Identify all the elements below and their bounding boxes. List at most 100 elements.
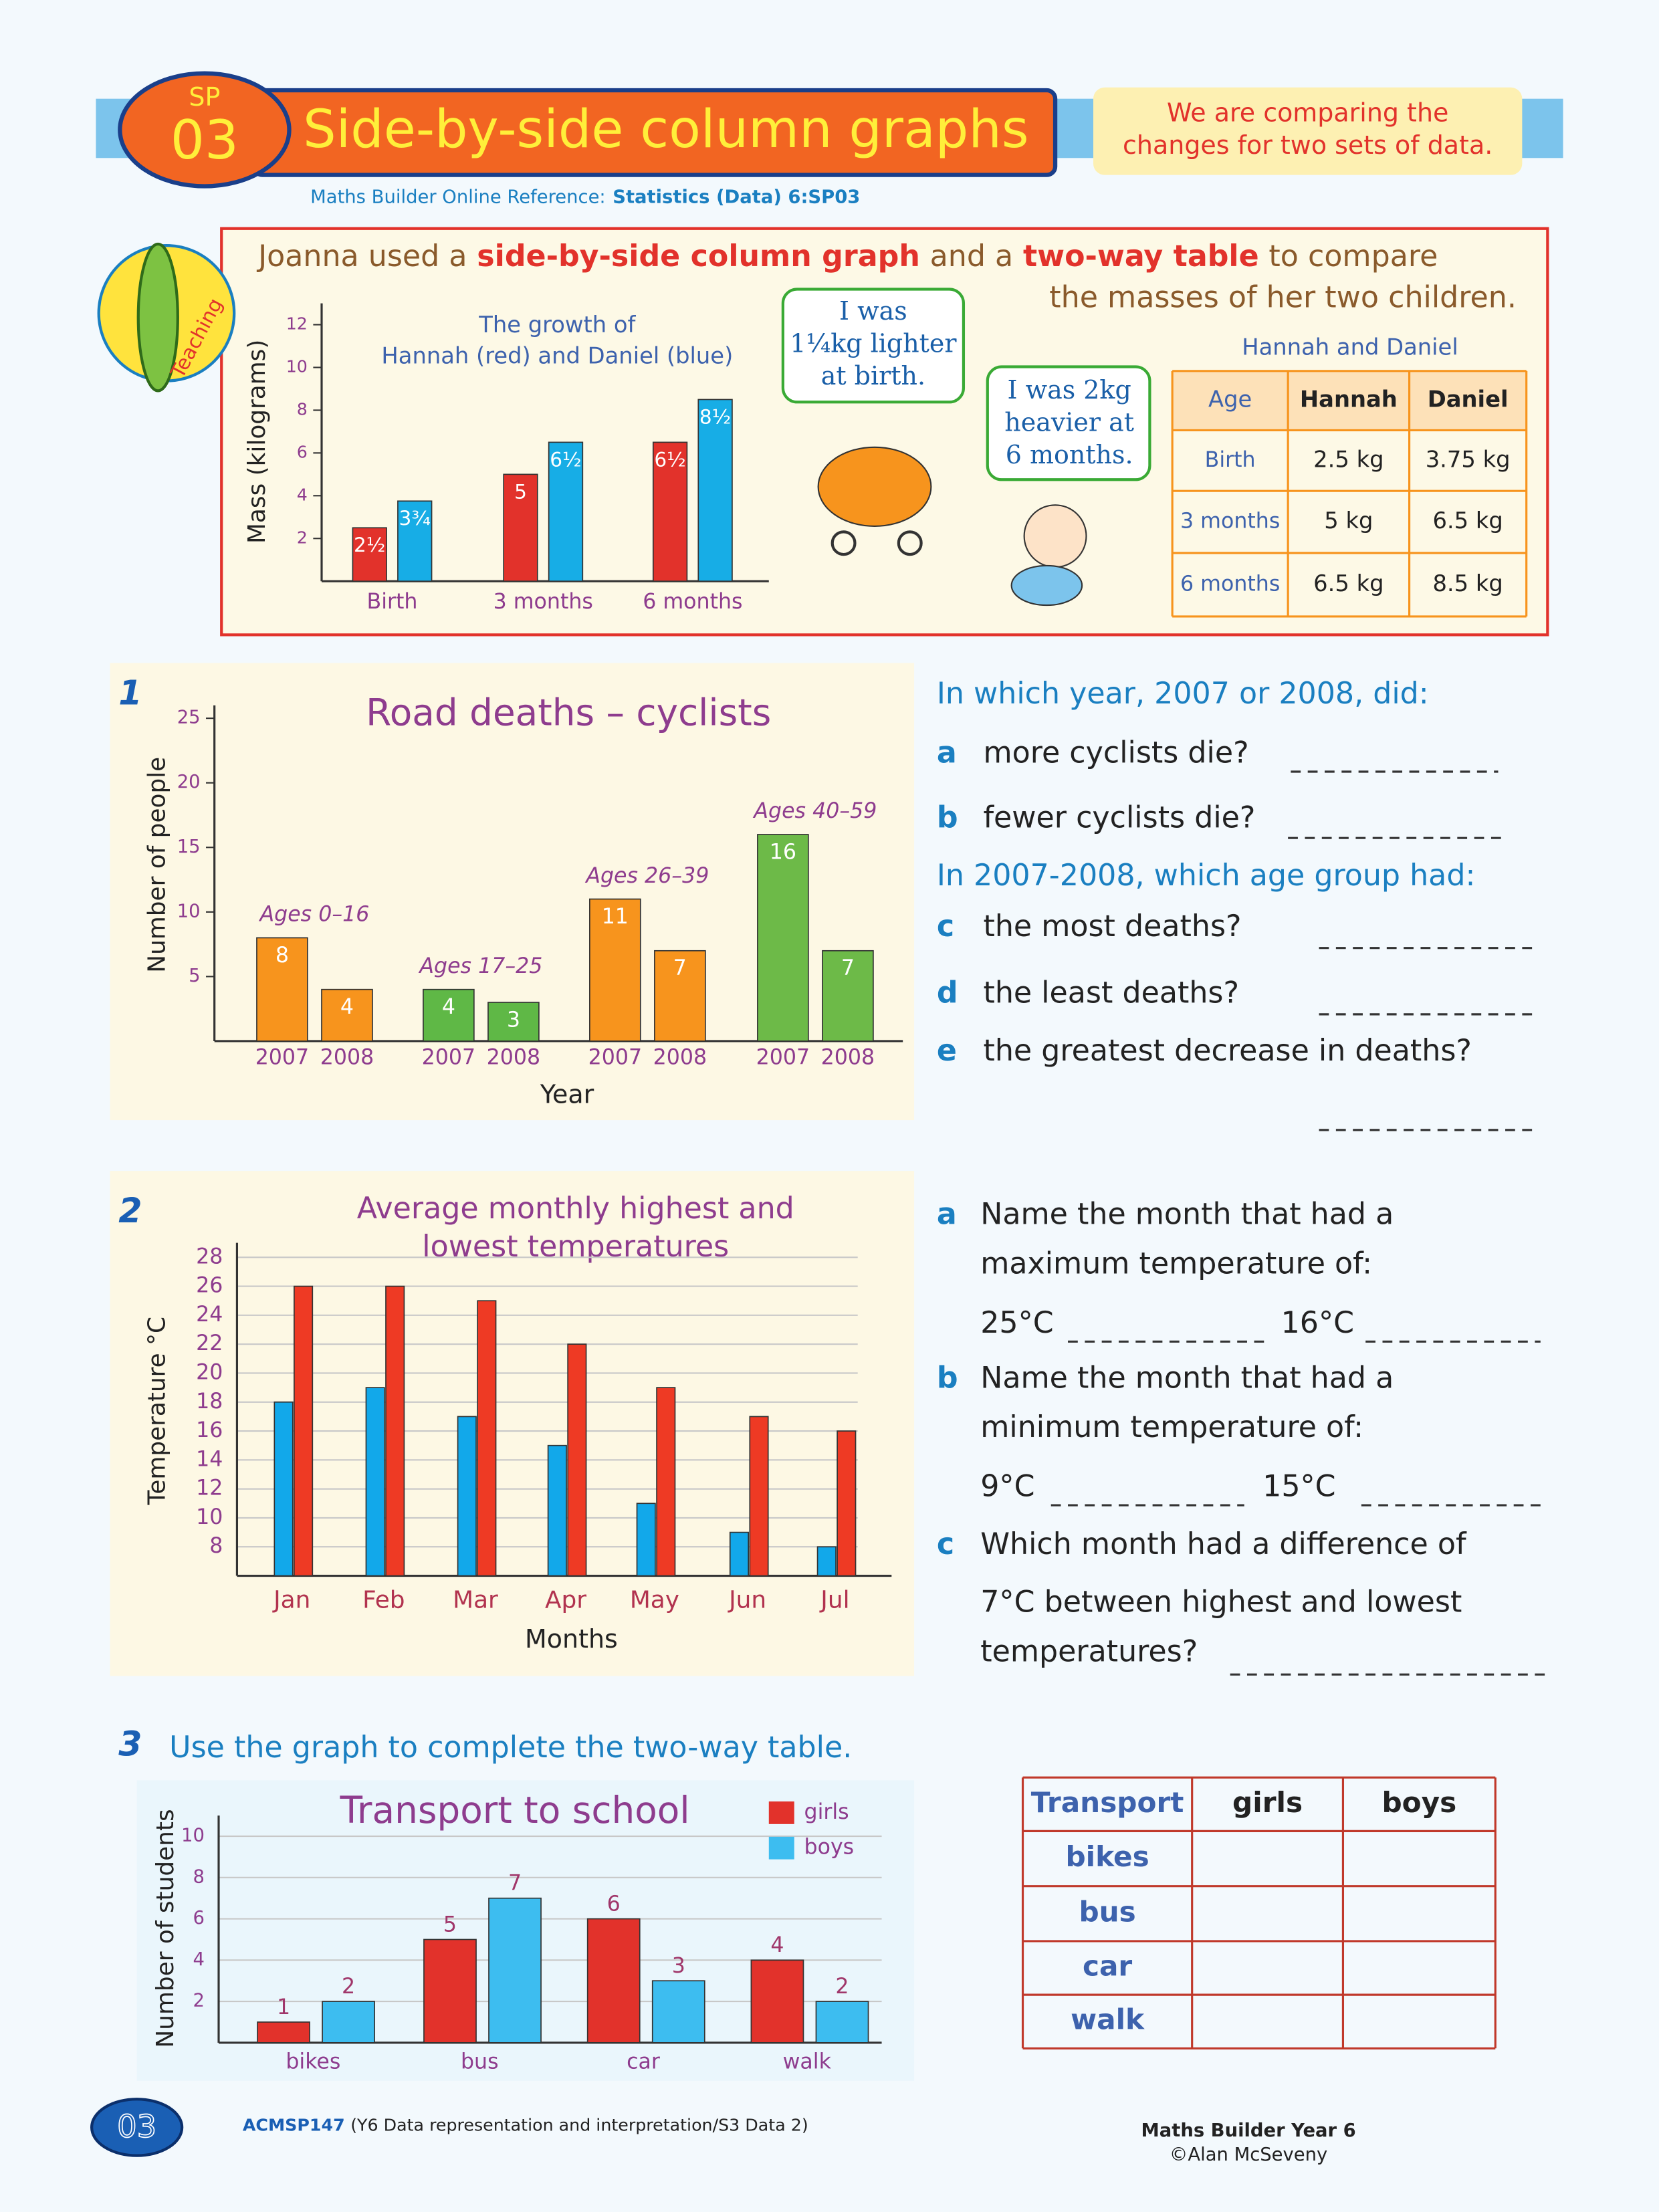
value-label: 1 — [277, 1995, 290, 2019]
value-label: 11 — [602, 905, 629, 929]
y-tick-label: 16 — [196, 1418, 223, 1442]
bar — [487, 1002, 540, 1042]
item-text: Name the month that had a — [980, 1198, 1394, 1232]
stroller-icon — [817, 446, 932, 527]
bar — [273, 1401, 294, 1577]
bubble-text: 6 months. — [1006, 440, 1133, 469]
y-tick-label: 2 — [193, 1991, 204, 2011]
table-row-label: walk — [1071, 2003, 1145, 2036]
value-label: 4 — [770, 1933, 784, 1957]
x-tick-label: bus — [461, 2050, 499, 2074]
y-tick-label: 10 — [181, 1826, 205, 1846]
value-label: 3 — [672, 1954, 685, 1978]
item-letter: e — [937, 1034, 957, 1068]
x-tick-label: Birth — [367, 590, 418, 614]
wheel-icon — [897, 530, 923, 556]
badge-label: SP — [189, 82, 220, 112]
page-title: Side-by-side column graphs — [303, 100, 1028, 160]
chart-title: lowest temperatures — [422, 1230, 729, 1264]
header-note: changes for two sets of data. — [1123, 130, 1492, 160]
item-text: the least deaths? — [983, 976, 1239, 1010]
value-label: 4 — [442, 995, 455, 1019]
table-header: Transport — [1031, 1786, 1184, 1819]
chart-title: Road deaths – cyclists — [366, 691, 771, 734]
table-cell: Birth — [1205, 448, 1256, 472]
bar — [322, 2001, 375, 2043]
code-note: (Y6 Data representation and interpretati… — [350, 2115, 808, 2134]
bar — [477, 1300, 497, 1577]
value-label: 7 — [841, 956, 855, 980]
item-text: Name the month that had a — [980, 1361, 1394, 1395]
table-header-bg — [1172, 370, 1527, 431]
badge-number: 03 — [171, 109, 239, 171]
item-letter: c — [937, 909, 954, 944]
value-label: 7 — [508, 1872, 522, 1896]
x-tick-label: Jun — [728, 1587, 766, 1614]
bar — [815, 2001, 869, 2043]
y-tick-label: 4 — [297, 485, 308, 504]
value-label: 8 — [275, 944, 289, 968]
intro-segment: two-way table — [1023, 239, 1259, 273]
item-text: maximum temperature of: — [980, 1246, 1372, 1281]
item-text: minimum temperature of: — [980, 1410, 1363, 1444]
x-tick-label: Apr — [545, 1587, 586, 1614]
badge — [118, 71, 292, 189]
table-header: Hannah — [1300, 386, 1398, 413]
item-letter: b — [937, 801, 958, 835]
bar — [385, 1285, 405, 1577]
x-tick-label: 3 months — [493, 590, 593, 614]
question-number: 3 — [118, 1724, 142, 1763]
bar — [636, 1503, 656, 1577]
intro-text: the masses of her two children. — [1049, 280, 1517, 314]
bar — [567, 1343, 587, 1577]
copyright: ©Alan McSeveny — [1170, 2144, 1327, 2165]
x-axis-label: Year — [540, 1080, 594, 1109]
item-text: the greatest decrease in deaths? — [983, 1034, 1471, 1068]
y-tick-label: 15 — [177, 837, 201, 857]
bar — [503, 473, 538, 582]
x-tick-label: Jan — [272, 1587, 310, 1614]
wheel-icon — [831, 530, 857, 556]
bar — [837, 1430, 857, 1577]
table-header: Age — [1208, 386, 1252, 413]
x-tick-label: 2007 — [756, 1045, 810, 1069]
bar — [423, 988, 475, 1042]
intro-text: Joanna used a side-by-side column graph an… — [256, 239, 1438, 273]
legend-label: girls — [804, 1800, 849, 1824]
y-tick-label: 10 — [286, 356, 308, 376]
legend-swatch — [768, 1836, 794, 1860]
bar — [547, 1444, 567, 1577]
blank-label: 16°C — [1281, 1306, 1354, 1340]
blank-label: 9°C — [980, 1470, 1034, 1504]
bubble-text: 1¼kg lighter — [790, 328, 957, 358]
y-tick-label: 14 — [196, 1447, 223, 1471]
y-tick-label: 28 — [196, 1244, 223, 1268]
legend-label: boys — [804, 1836, 855, 1860]
item-text: fewer cyclists die? — [983, 801, 1255, 835]
header-note: We are comparing the — [1167, 98, 1448, 127]
item-letter: b — [937, 1361, 958, 1395]
group-label: Ages 0–16 — [259, 903, 370, 927]
value-label: 6 — [607, 1892, 621, 1916]
y-tick-label: 12 — [286, 314, 308, 334]
chart-title: The growth of — [478, 312, 636, 338]
bar — [652, 441, 688, 582]
y-axis-label: Number of people — [143, 757, 171, 973]
value-label: 3¾ — [399, 507, 431, 530]
intro-segment: Joanna used a — [256, 239, 467, 273]
item-letter: a — [937, 1198, 957, 1232]
table-row-label: bikes — [1065, 1840, 1149, 1873]
table-cell: 6.5 kg — [1313, 570, 1384, 596]
y-tick-label: 4 — [193, 1949, 204, 1970]
x-tick-label: 2007 — [422, 1045, 475, 1069]
item-letter: d — [937, 976, 958, 1010]
table-cell: 6.5 kg — [1432, 508, 1503, 534]
bar — [397, 500, 433, 582]
table-cell: 3.75 kg — [1426, 446, 1511, 472]
x-tick-label: Mar — [453, 1587, 498, 1614]
value-label: 5 — [443, 1912, 457, 1937]
bar — [321, 988, 373, 1042]
table-header: Daniel — [1428, 386, 1509, 413]
bar — [697, 399, 733, 582]
